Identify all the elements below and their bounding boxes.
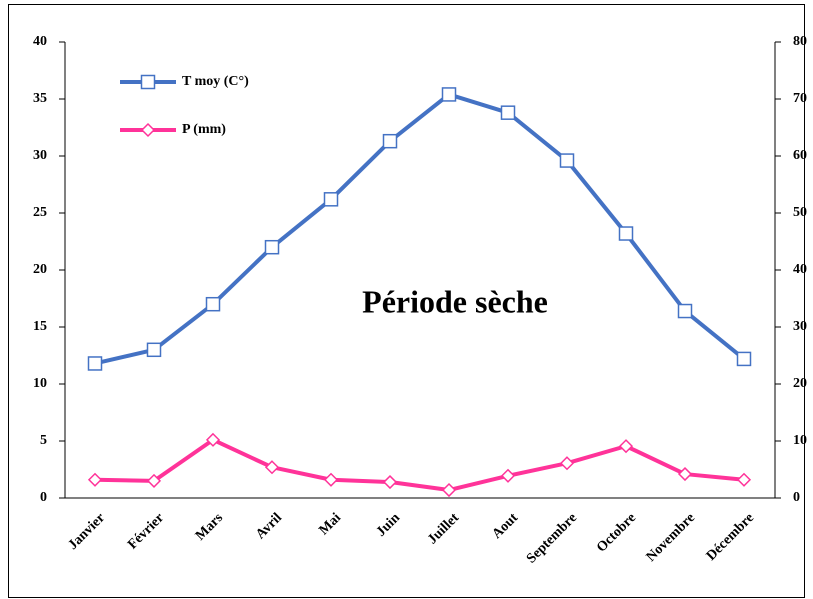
point bbox=[205, 296, 221, 312]
point bbox=[441, 87, 457, 102]
y-tick-label: 40 bbox=[33, 34, 47, 49]
x-tick-label: Mai bbox=[316, 510, 344, 538]
point bbox=[140, 74, 156, 90]
point bbox=[382, 133, 398, 149]
x-tick-label: Janvier bbox=[66, 510, 109, 553]
point bbox=[87, 472, 103, 487]
point bbox=[205, 432, 221, 447]
y2-tick-label: 20 bbox=[793, 376, 807, 391]
frame bbox=[8, 4, 805, 598]
y-tick-label: 0 bbox=[40, 490, 47, 505]
x-tick-label: Juin bbox=[374, 510, 403, 539]
point bbox=[736, 351, 752, 367]
x-tick-label: Mars bbox=[193, 510, 227, 544]
y2-tick-label: 10 bbox=[793, 433, 807, 448]
point bbox=[323, 472, 339, 487]
y-tick-label: 15 bbox=[33, 319, 47, 334]
series-line bbox=[94, 92, 746, 366]
y2-tick-label: 60 bbox=[793, 148, 807, 163]
point bbox=[500, 468, 516, 483]
x-tick-label: Septembre bbox=[524, 510, 580, 566]
point bbox=[441, 482, 457, 498]
y2-tick-label: 70 bbox=[793, 91, 807, 106]
point bbox=[500, 105, 516, 120]
point bbox=[677, 466, 693, 482]
point bbox=[382, 474, 398, 490]
y-tick-label: 20 bbox=[33, 262, 47, 277]
point bbox=[146, 342, 162, 358]
y-tick-label: 35 bbox=[33, 91, 47, 106]
x-tick-label: Décembre bbox=[704, 510, 757, 563]
point bbox=[677, 303, 693, 319]
y2-tick-label: 80 bbox=[793, 34, 807, 49]
y-tick-label: 10 bbox=[33, 376, 47, 391]
point bbox=[559, 153, 575, 168]
point bbox=[264, 239, 280, 255]
legend-label: T moy (C°) bbox=[182, 74, 249, 89]
y-tick-label: 25 bbox=[33, 205, 47, 220]
point bbox=[264, 460, 280, 475]
y2-tick-label: 30 bbox=[793, 319, 807, 334]
x-tick-label: Novembre bbox=[644, 510, 698, 564]
series-line bbox=[94, 437, 745, 493]
point bbox=[323, 192, 339, 207]
y2-tick-label: 0 bbox=[793, 490, 800, 505]
point bbox=[146, 473, 162, 488]
x-tick-label: Aout bbox=[490, 510, 522, 542]
point bbox=[736, 472, 752, 487]
point bbox=[618, 226, 634, 241]
y-tick-label: 30 bbox=[33, 148, 47, 163]
legend-label: P (mm) bbox=[182, 122, 226, 137]
point bbox=[559, 456, 575, 471]
y-tick-label: 5 bbox=[40, 433, 47, 448]
x-tick-label: Février bbox=[125, 510, 167, 552]
y2-tick-label: 50 bbox=[793, 205, 807, 220]
x-tick-label: Octobre bbox=[594, 510, 639, 555]
point bbox=[87, 356, 103, 371]
x-tick-label: Juillet bbox=[425, 510, 462, 547]
annotation: Période sèche bbox=[362, 283, 548, 319]
y2-tick-label: 40 bbox=[793, 262, 807, 277]
point bbox=[618, 439, 634, 454]
point bbox=[140, 122, 156, 138]
x-tick-label: Avril bbox=[253, 510, 285, 542]
